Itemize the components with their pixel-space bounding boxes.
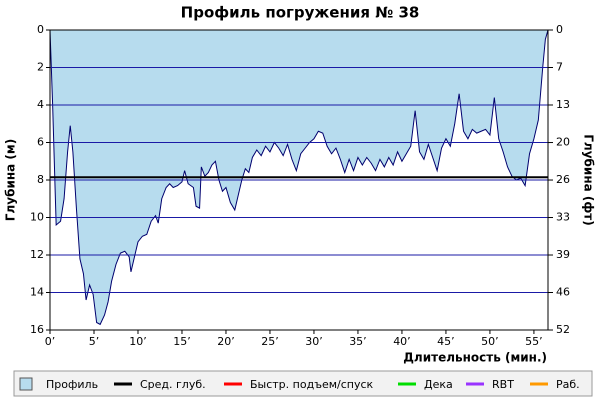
area-fill [50,30,548,325]
y2-tick-label: 7 [556,60,563,73]
y-tick-label: 4 [37,98,44,111]
x-tick-label: 30’ [305,335,323,348]
y-tick-label: 6 [37,136,44,149]
x-axis-title: Длительность (мин.) [403,351,547,365]
y2-tick-label: 13 [556,98,570,111]
y-tick-label: 10 [30,211,44,224]
x-tick-label: 40’ [393,335,411,348]
y2-tick-label: 0 [556,23,563,36]
y2-tick-label: 33 [556,211,570,224]
y-tick-label: 14 [30,286,44,299]
y-tick-label: 12 [30,248,44,261]
y2-tick-label: 26 [556,173,570,186]
y2-tick-label: 39 [556,248,570,261]
x-tick-label: 5’ [89,335,100,348]
plot-border [49,29,549,331]
legend-label: Раб. [556,378,580,391]
legend-label: RBT [492,378,514,391]
x-tick-label: 35’ [349,335,367,348]
x-tick-label: 15’ [173,335,191,348]
y2-axis-title: Глубина (фт) [582,134,596,225]
y2-tick-label: 20 [556,136,570,149]
y-tick-label: 0 [37,23,44,36]
x-tick-label: 25’ [261,335,279,348]
x-tick-label: 50’ [481,335,499,348]
legend-swatch [19,377,33,391]
legend-label: Дека [424,378,453,391]
legend-label: Быстр. подъем/спуск [250,378,374,391]
legend-label: Профиль [46,378,98,391]
y-tick-label: 16 [30,323,44,336]
y-axis-title: Глубина (м) [4,139,18,221]
x-tick-label: 45’ [437,335,455,348]
y-tick-label: 8 [37,173,44,186]
x-tick-label: 0’ [45,335,56,348]
x-tick-label: 55’ [525,335,543,348]
legend-label: Сред. глуб. [140,378,206,391]
x-tick-label: 10’ [129,335,147,348]
y2-tick-label: 46 [556,286,570,299]
x-tick-label: 20’ [217,335,235,348]
profile-line [49,29,549,326]
legend-box [13,370,593,397]
y-tick-label: 2 [37,61,44,74]
y2-tick-label: 52 [556,323,570,336]
chart-title: Профиль погружения № 38 [181,4,420,22]
